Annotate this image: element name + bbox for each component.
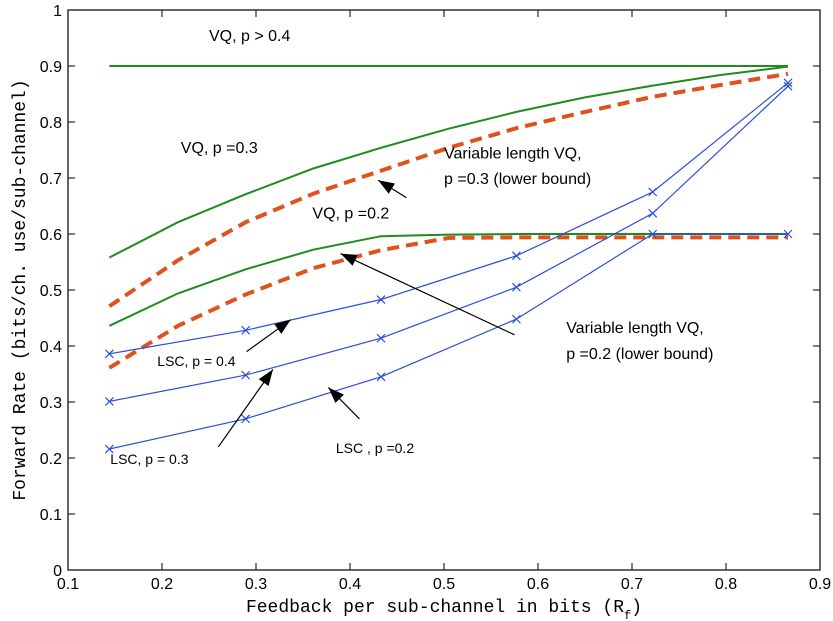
series-line-6 <box>109 82 789 355</box>
annotation-arrow <box>327 387 360 420</box>
annotation-label: LSC, p = 0.3 <box>110 451 188 467</box>
y-tick-label: 0.6 <box>40 227 62 244</box>
annotation-label: p =0.3 (lower bound) <box>444 171 591 188</box>
annotation-label: VQ, p > 0.4 <box>209 28 290 45</box>
annotation-arrow <box>377 179 407 199</box>
data-point-marker <box>376 372 386 382</box>
x-tick-label: 0.9 <box>809 576 831 593</box>
data-point-marker <box>241 370 251 380</box>
data-point-marker <box>648 229 658 239</box>
series-line-7 <box>109 85 789 402</box>
series-line-5 <box>108 235 788 370</box>
y-tick-label: 0.2 <box>40 451 62 468</box>
x-tick-label: 0.8 <box>715 576 737 593</box>
x-tick-label: 0.3 <box>245 576 267 593</box>
y-axis: 0 0.1 0.2 0.3 0.4 0.5 0.6 0.7 0.8 0.9 1 <box>40 3 820 580</box>
y-tick-label: 0.5 <box>40 283 62 300</box>
y-tick-label: 0.1 <box>40 507 62 524</box>
y-tick-label: 0.7 <box>40 171 62 188</box>
annotation-label: LSC , p =0.2 <box>336 440 414 456</box>
data-point-marker <box>241 414 251 424</box>
data-point-marker <box>783 81 793 91</box>
data-point-marker <box>783 229 793 239</box>
x-tick-label: 0.1 <box>57 576 79 593</box>
plot-area <box>67 9 821 571</box>
data-point-marker <box>511 314 521 324</box>
data-point-marker <box>104 397 114 406</box>
annotation-label: VQ, p =0.3 <box>181 140 258 157</box>
data-point-marker <box>241 325 251 335</box>
data-point-marker <box>376 333 386 343</box>
x-tick-label: 0.5 <box>433 576 455 593</box>
annotation-label: VQ, p =0.2 <box>312 205 389 222</box>
annotation-arrows <box>217 179 515 448</box>
data-point-marker <box>511 282 521 292</box>
y-tick-label: 0.9 <box>40 59 62 76</box>
annotation-label: Variable length VQ, <box>444 145 582 162</box>
data-point-marker <box>783 78 793 88</box>
x-tick-label: 0.7 <box>621 576 643 593</box>
annotation-arrow <box>246 319 292 353</box>
series-line-3 <box>108 71 789 308</box>
series-line-2 <box>108 65 789 259</box>
data-point-marker <box>376 295 386 304</box>
y-tick-label: 0.3 <box>40 395 62 412</box>
x-axis: 0.1 0.2 0.3 0.4 0.5 0.6 0.7 0.8 0.9 <box>57 10 831 593</box>
series-line-8 <box>109 233 788 450</box>
x-tick-label: 0.6 <box>527 576 549 593</box>
annotation-label: LSC, p = 0.4 <box>157 353 235 369</box>
x-tick-label: 0.4 <box>339 576 361 593</box>
data-point-marker <box>648 187 658 197</box>
annotation-arrow <box>217 369 274 448</box>
data-point-marker <box>104 444 114 454</box>
data-point-marker <box>511 251 521 261</box>
y-tick-label: 0.4 <box>40 339 62 356</box>
annotation-arrow <box>340 253 515 336</box>
y-tick-label: 0 <box>53 563 62 580</box>
data-point-marker <box>104 349 114 359</box>
y-axis-label: Forward Rate (bits/ch. use/sub-channel) <box>11 79 31 500</box>
data-point-marker <box>648 208 658 218</box>
x-axis-label: Feedback per sub-channel in bits (Rf) <box>246 598 642 621</box>
y-tick-label: 0.8 <box>40 115 62 132</box>
x-tick-label: 0.2 <box>151 576 173 593</box>
annotation-layer: VQ, p > 0.4 VQ, p =0.3 Variable length VQ,… <box>110 28 713 467</box>
series-layer <box>104 65 793 454</box>
annotation-label: Variable length VQ, <box>566 320 704 337</box>
annotation-label: p =0.2 (lower bound) <box>566 346 713 363</box>
y-tick-label: 1 <box>53 3 62 20</box>
